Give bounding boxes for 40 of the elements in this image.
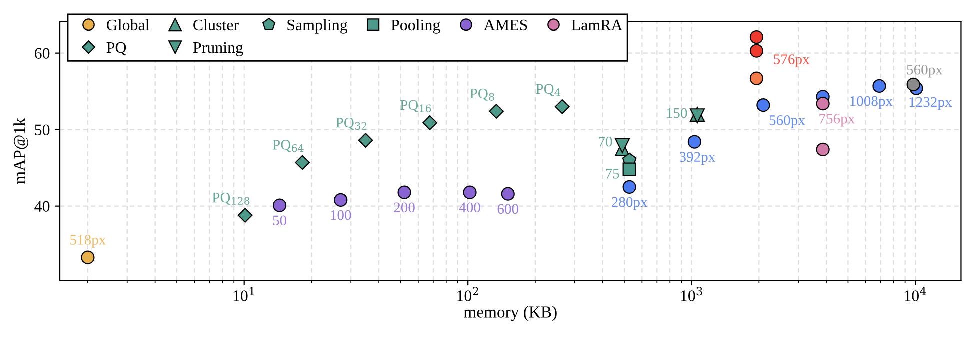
annotation: PQ$_{8}$: [470, 88, 494, 101]
annotation: 75: [606, 169, 620, 179]
annotation: 100: [331, 210, 352, 220]
legend-label: Pooling: [391, 19, 440, 34]
annotation: 600: [498, 204, 519, 214]
y-axis-title: mAP@1k: [14, 118, 28, 184]
y-tick-label: 60: [35, 48, 50, 60]
annotation: 560px: [770, 116, 806, 128]
legend-label: AMES: [484, 20, 528, 31]
annotation: 392px: [680, 152, 716, 166]
x-tick-label: 10$^{1}$: [234, 287, 254, 302]
annotation: 70: [599, 136, 612, 147]
x-tick-label: 10$^{2}$: [458, 287, 478, 302]
legend-label: PQ: [106, 42, 126, 56]
legend-label: Sampling: [288, 19, 348, 34]
annotation: PQ$_{32}$: [336, 118, 367, 130]
annotation: 400: [459, 202, 480, 213]
legend-label: LamRA: [572, 20, 623, 31]
annotation: PQ$_{64}$: [272, 140, 304, 152]
annotation: PQ$_{16}$: [400, 100, 432, 112]
annotation: 576px: [774, 54, 810, 68]
legend-label: Global: [106, 19, 150, 31]
annotation: 280px: [612, 197, 648, 210]
annotation: PQ$_{4}$: [536, 84, 560, 96]
annotation: 560px: [907, 64, 943, 78]
annotation: 1008px: [850, 96, 893, 110]
x-tick-label: 10$^{3}$: [681, 287, 702, 302]
annotation: 756px: [820, 114, 855, 127]
annotation: 200: [394, 202, 415, 213]
legend-label: Pruning: [193, 42, 244, 56]
y-tick-label: 40: [34, 201, 50, 212]
annotation: 150: [667, 108, 688, 118]
y-tick-label: 50: [35, 124, 50, 136]
x-axis-title: memory (KB): [464, 306, 557, 322]
annotation: PQ$_{128}$: [212, 192, 250, 205]
legend-label: Cluster: [194, 19, 239, 31]
annotation: 518px: [70, 235, 106, 248]
annotation: 50: [273, 216, 287, 226]
x-tick-label: 10$^{4}$: [905, 287, 926, 302]
annotation: 1232px: [910, 97, 952, 110]
